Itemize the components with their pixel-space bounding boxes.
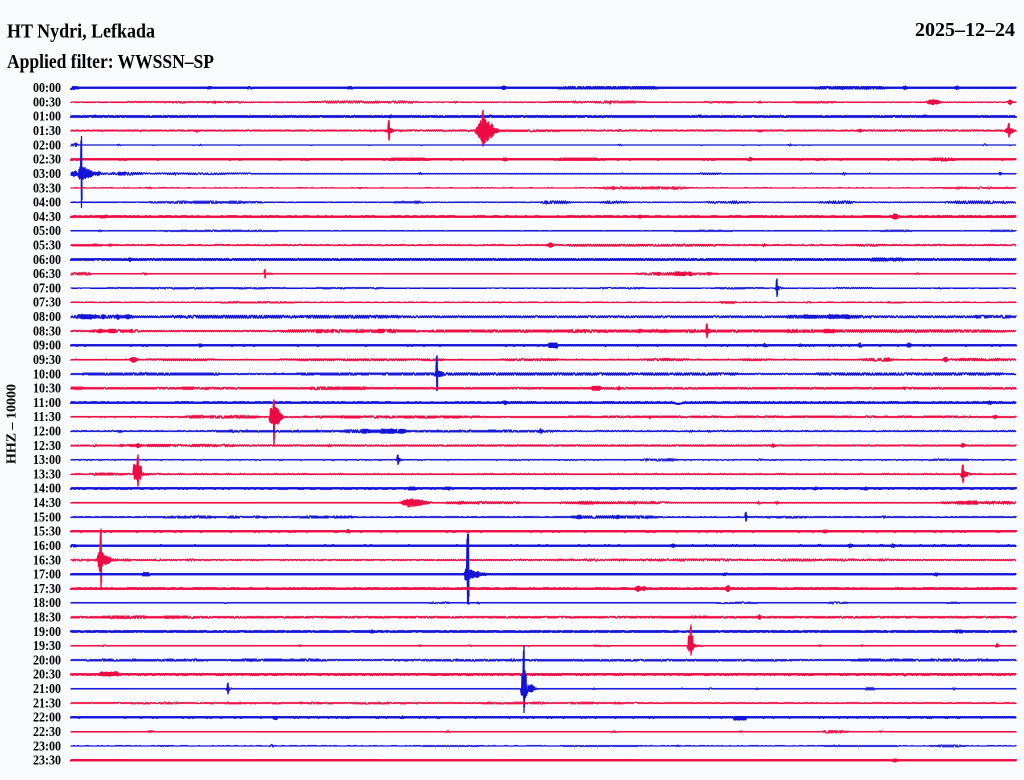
svg-text:20:30: 20:30 [33, 667, 61, 682]
svg-text:19:00: 19:00 [33, 624, 61, 639]
svg-text:12:00: 12:00 [33, 424, 61, 439]
svg-text:19:30: 19:30 [33, 638, 61, 653]
svg-text:HHZ – 10000: HHZ – 10000 [4, 384, 19, 464]
svg-text:22:00: 22:00 [33, 710, 61, 725]
svg-text:14:30: 14:30 [33, 495, 61, 510]
svg-text:20:00: 20:00 [33, 653, 61, 668]
svg-text:22:30: 22:30 [33, 724, 61, 739]
svg-text:09:00: 09:00 [33, 338, 61, 353]
svg-text:15:30: 15:30 [33, 524, 61, 539]
svg-text:08:00: 08:00 [33, 309, 61, 324]
svg-text:09:30: 09:30 [33, 352, 61, 367]
svg-text:03:30: 03:30 [33, 181, 61, 196]
svg-text:HT Nydri, Lefkada: HT Nydri, Lefkada [7, 21, 155, 43]
svg-text:2025–12–24: 2025–12–24 [915, 19, 1015, 41]
svg-text:04:30: 04:30 [33, 209, 61, 224]
svg-text:21:30: 21:30 [33, 696, 61, 711]
svg-text:01:00: 01:00 [33, 109, 61, 124]
svg-text:13:30: 13:30 [33, 467, 61, 482]
svg-text:10:00: 10:00 [33, 367, 61, 382]
svg-text:02:00: 02:00 [33, 138, 61, 153]
svg-text:13:00: 13:00 [33, 452, 61, 467]
svg-text:21:00: 21:00 [33, 681, 61, 696]
svg-text:08:30: 08:30 [33, 324, 61, 339]
svg-text:23:30: 23:30 [33, 753, 61, 768]
svg-text:14:00: 14:00 [33, 481, 61, 496]
svg-text:10:30: 10:30 [33, 381, 61, 396]
svg-text:05:00: 05:00 [33, 223, 61, 238]
svg-text:06:30: 06:30 [33, 266, 61, 281]
svg-text:23:00: 23:00 [33, 739, 61, 754]
svg-text:07:00: 07:00 [33, 281, 61, 296]
svg-text:12:30: 12:30 [33, 438, 61, 453]
svg-text:17:00: 17:00 [33, 567, 61, 582]
svg-text:16:30: 16:30 [33, 553, 61, 568]
svg-text:Applied filter: WWSSN–SP: Applied filter: WWSSN–SP [7, 51, 214, 73]
svg-text:11:30: 11:30 [33, 409, 61, 424]
svg-text:00:30: 00:30 [33, 95, 61, 110]
svg-text:07:30: 07:30 [33, 295, 61, 310]
svg-text:18:30: 18:30 [33, 610, 61, 625]
svg-text:04:00: 04:00 [33, 195, 61, 210]
svg-text:01:30: 01:30 [33, 123, 61, 138]
svg-text:03:00: 03:00 [33, 166, 61, 181]
svg-text:11:00: 11:00 [33, 395, 61, 410]
svg-text:15:00: 15:00 [33, 510, 61, 525]
svg-text:16:00: 16:00 [33, 538, 61, 553]
svg-text:06:00: 06:00 [33, 252, 61, 267]
svg-text:18:00: 18:00 [33, 595, 61, 610]
svg-text:02:30: 02:30 [33, 152, 61, 167]
svg-text:17:30: 17:30 [33, 581, 61, 596]
svg-text:00:00: 00:00 [33, 80, 61, 95]
svg-text:05:30: 05:30 [33, 238, 61, 253]
